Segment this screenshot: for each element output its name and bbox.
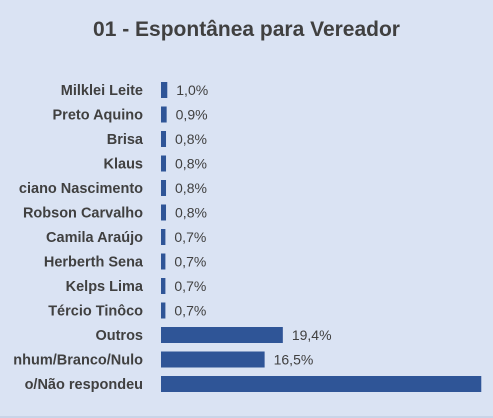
value-label: 16,5% (274, 352, 314, 368)
value-label: 0,8% (175, 131, 207, 147)
bar (161, 376, 482, 392)
bar (161, 131, 167, 147)
bar (161, 302, 166, 319)
category-label: nhum/Branco/Nulo (13, 353, 143, 369)
category-label: Brisa (107, 132, 144, 148)
bar (161, 229, 166, 245)
value-label: 0,8% (175, 180, 207, 196)
bar (161, 180, 167, 196)
value-label: 0,8% (175, 156, 207, 172)
value-label: 0,9% (176, 107, 208, 123)
category-label: Robson Carvalho (23, 206, 143, 222)
category-label: Preto Aquino (53, 108, 144, 124)
bar (161, 253, 166, 270)
bars-layer (161, 82, 482, 392)
value-label: 0,7% (174, 278, 206, 294)
bar (161, 204, 167, 221)
category-label: Kelps Lima (66, 279, 144, 295)
bar (161, 106, 167, 123)
chart-bottom-border (0, 416, 493, 418)
value-label: 1,0% (176, 82, 208, 98)
category-label: Klaus (104, 157, 144, 173)
bar (161, 351, 265, 368)
value-label: 0,7% (174, 229, 206, 245)
bar (161, 82, 168, 98)
category-label: Tércio Tinôco (48, 304, 143, 320)
category-label: Camila Araújo (46, 230, 143, 246)
chart-title: 01 - Espontânea para Vereador (93, 18, 400, 41)
category-label: Outros (95, 328, 143, 344)
category-label: Herberth Sena (44, 255, 144, 271)
category-label: Milklei Leite (61, 83, 143, 99)
value-label: 0,7% (174, 303, 206, 319)
category-label: o/Não respondeu (25, 377, 143, 393)
value-label: 19,4% (292, 327, 332, 343)
category-label: ciano Nascimento (19, 181, 143, 197)
labels-layer: Milklei Leite 1,0% Preto Aquino 0,9% Brisa 0,… (13, 82, 331, 393)
bar (161, 155, 167, 172)
value-label: 0,7% (174, 254, 206, 270)
bar (161, 278, 166, 294)
value-label: 0,8% (175, 205, 207, 221)
bar (161, 327, 283, 343)
